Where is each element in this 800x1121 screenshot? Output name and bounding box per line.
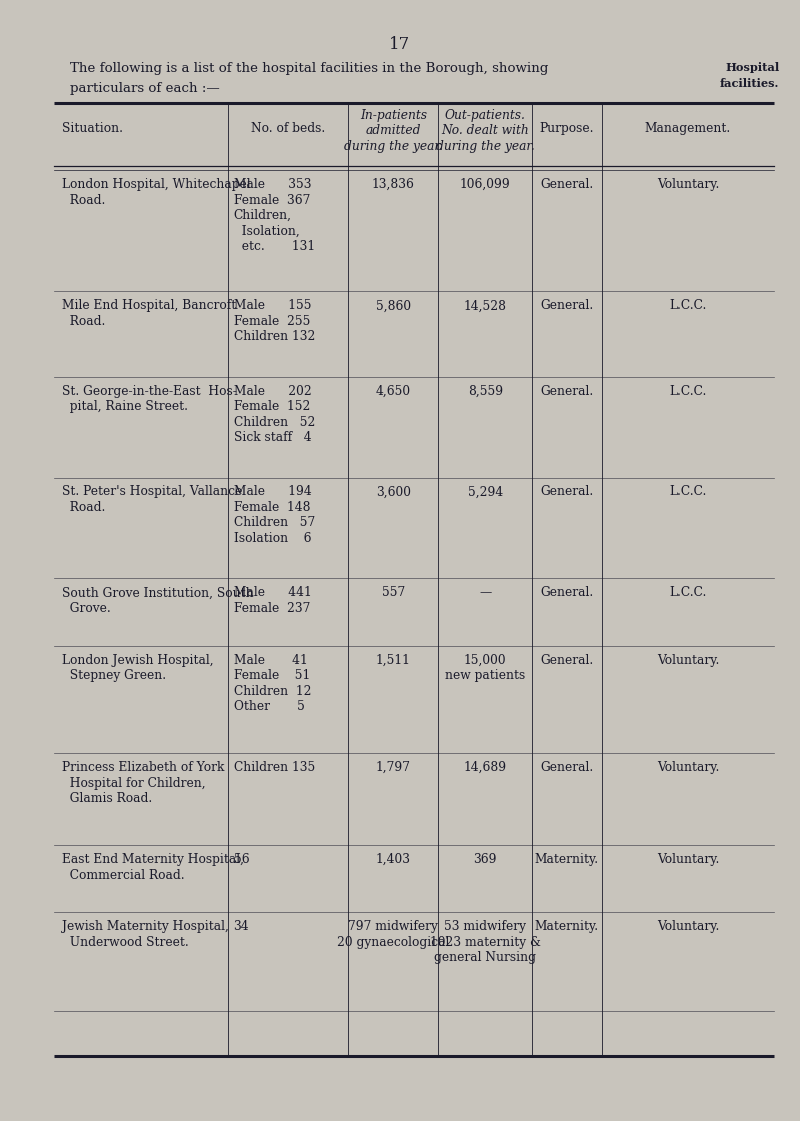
Text: St. Peter's Hospital, Vallance
  Road.: St. Peter's Hospital, Vallance Road. xyxy=(62,485,242,513)
Text: Management.: Management. xyxy=(645,122,731,136)
Text: 4,650: 4,650 xyxy=(376,385,410,398)
Text: Male      202
Female  152
Children   52
Sick staff   4: Male 202 Female 152 Children 52 Sick sta… xyxy=(234,385,315,444)
Text: L.C.C.: L.C.C. xyxy=(670,586,706,600)
Text: 1,403: 1,403 xyxy=(376,853,410,867)
Text: 56: 56 xyxy=(234,853,250,867)
Text: The following is a list of the hospital facilities in the Borough, showing: The following is a list of the hospital … xyxy=(70,62,549,75)
Text: 15,000
new patients: 15,000 new patients xyxy=(445,654,526,682)
Text: Voluntary.: Voluntary. xyxy=(657,853,719,867)
Text: St. George-in-the-East  Hos-
  pital, Raine Street.: St. George-in-the-East Hos- pital, Raine… xyxy=(62,385,238,413)
Text: Male      353
Female  367
Children,
  Isolation,
  etc.       131: Male 353 Female 367 Children, Isolation,… xyxy=(234,178,314,253)
Text: Voluntary.: Voluntary. xyxy=(657,178,719,192)
Text: 1,797: 1,797 xyxy=(376,761,410,775)
Text: Mile End Hospital, Bancroft
  Road.: Mile End Hospital, Bancroft Road. xyxy=(62,299,237,327)
Text: 5,294: 5,294 xyxy=(467,485,503,499)
Text: 13,836: 13,836 xyxy=(372,178,414,192)
Text: General.: General. xyxy=(540,485,594,499)
Text: South Grove Institution, South
  Grove.: South Grove Institution, South Grove. xyxy=(62,586,254,614)
Text: General.: General. xyxy=(540,654,594,667)
Text: 797 midwifery
20 gynaecological: 797 midwifery 20 gynaecological xyxy=(337,920,450,948)
Text: Male      194
Female  148
Children   57
Isolation    6: Male 194 Female 148 Children 57 Isolatio… xyxy=(234,485,315,545)
Text: L.C.C.: L.C.C. xyxy=(670,485,706,499)
Text: Maternity.: Maternity. xyxy=(534,853,599,867)
Text: 557: 557 xyxy=(382,586,405,600)
Text: No. of beds.: No. of beds. xyxy=(251,122,325,136)
Text: General.: General. xyxy=(540,586,594,600)
Text: 17: 17 xyxy=(390,36,410,53)
Text: Hospital: Hospital xyxy=(725,62,779,73)
Text: Male       41
Female    51
Children  12
Other       5: Male 41 Female 51 Children 12 Other 5 xyxy=(234,654,311,713)
Text: General.: General. xyxy=(540,299,594,313)
Text: Voluntary.: Voluntary. xyxy=(657,761,719,775)
Text: 14,689: 14,689 xyxy=(464,761,506,775)
Text: London Jewish Hospital,
  Stepney Green.: London Jewish Hospital, Stepney Green. xyxy=(62,654,214,682)
Text: Purpose.: Purpose. xyxy=(539,122,594,136)
Text: General.: General. xyxy=(540,178,594,192)
Text: Children 135: Children 135 xyxy=(234,761,315,775)
Text: 14,528: 14,528 xyxy=(464,299,506,313)
Text: L.C.C.: L.C.C. xyxy=(670,299,706,313)
Text: East End Maternity Hospital,
  Commercial Road.: East End Maternity Hospital, Commercial … xyxy=(62,853,245,881)
Text: 3,600: 3,600 xyxy=(376,485,410,499)
Text: General.: General. xyxy=(540,385,594,398)
Text: 5,860: 5,860 xyxy=(376,299,410,313)
Text: Voluntary.: Voluntary. xyxy=(657,654,719,667)
Text: In-patients
admitted
during the year.: In-patients admitted during the year. xyxy=(344,109,442,152)
Text: 34: 34 xyxy=(234,920,250,934)
Text: 106,099: 106,099 xyxy=(460,178,510,192)
Text: Maternity.: Maternity. xyxy=(534,920,599,934)
Text: 1,511: 1,511 xyxy=(376,654,410,667)
Text: Out-patients.
No. dealt with
during the year.: Out-patients. No. dealt with during the … xyxy=(436,109,534,152)
Text: Situation.: Situation. xyxy=(62,122,123,136)
Text: L.C.C.: L.C.C. xyxy=(670,385,706,398)
Text: Voluntary.: Voluntary. xyxy=(657,920,719,934)
Text: Jewish Maternity Hospital,
  Underwood Street.: Jewish Maternity Hospital, Underwood Str… xyxy=(62,920,230,948)
Text: London Hospital, Whitechapel
  Road.: London Hospital, Whitechapel Road. xyxy=(62,178,251,206)
Text: —: — xyxy=(479,586,491,600)
Text: Male      155
Female  255
Children 132: Male 155 Female 255 Children 132 xyxy=(234,299,315,343)
Text: Princess Elizabeth of York
  Hospital for Children,
  Glamis Road.: Princess Elizabeth of York Hospital for … xyxy=(62,761,225,805)
Text: Male      441
Female  237: Male 441 Female 237 xyxy=(234,586,311,614)
Text: 53 midwifery
1023 maternity &
general Nursing: 53 midwifery 1023 maternity & general Nu… xyxy=(430,920,541,964)
Text: particulars of each :—: particulars of each :— xyxy=(70,82,220,95)
Text: facilities.: facilities. xyxy=(720,78,779,90)
Text: General.: General. xyxy=(540,761,594,775)
Text: 8,559: 8,559 xyxy=(468,385,502,398)
Text: 369: 369 xyxy=(474,853,497,867)
